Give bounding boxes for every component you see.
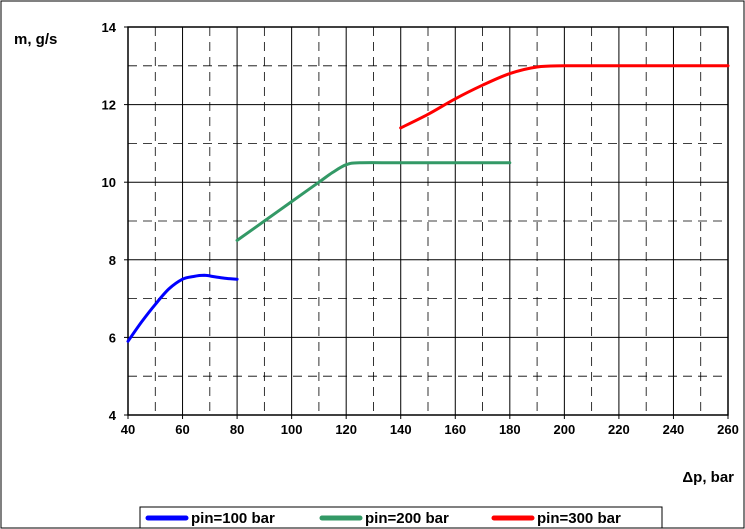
y-axis-label: m, g/s — [14, 31, 57, 48]
x-tick-label: 180 — [499, 422, 521, 437]
x-tick-label: 240 — [663, 422, 685, 437]
legend-label: pin=200 bar — [365, 510, 449, 527]
plot-area-border — [127, 26, 729, 416]
x-tick-label: 120 — [335, 422, 357, 437]
y-tick-label: 12 — [102, 98, 116, 113]
y-tick-label: 6 — [109, 330, 116, 345]
x-tick-label: 220 — [608, 422, 630, 437]
legend-label: pin=300 bar — [537, 510, 621, 527]
x-tick-label: 100 — [281, 422, 303, 437]
legend: pin=100 bar pin=200 bar pin=300 bar — [139, 506, 663, 529]
x-tick-label: 40 — [121, 422, 135, 437]
series-line-2 — [235, 161, 512, 242]
series-line-3 — [399, 64, 730, 130]
legend-box — [139, 506, 663, 529]
x-axis-label: Δp, bar — [682, 469, 734, 486]
x-tick-label: 260 — [717, 422, 739, 437]
y-tick-label: 10 — [102, 175, 116, 190]
x-tick-label: 200 — [554, 422, 576, 437]
tick-labels: 40 60 80 100 120 140 160 180 200 220 240 260 4 6 8 10 12… — [102, 20, 739, 437]
x-tick-label: 60 — [175, 422, 189, 437]
x-tick-label: 140 — [390, 422, 412, 437]
x-tick-label: 80 — [230, 422, 244, 437]
x-tick-label: 160 — [444, 422, 466, 437]
y-tick-label: 8 — [109, 253, 116, 268]
y-tick-label: 4 — [109, 408, 117, 423]
legend-label: pin=100 bar — [191, 510, 275, 527]
series-lines — [126, 64, 730, 343]
series-line-1 — [126, 273, 239, 343]
y-tick-label: 14 — [102, 20, 117, 35]
